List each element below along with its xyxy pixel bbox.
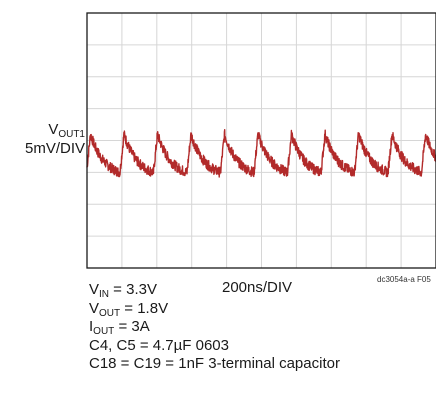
condition-subscript: IN <box>99 289 110 300</box>
condition-subscript: OUT <box>99 307 121 319</box>
condition-line: IOUT = 3A <box>89 318 150 341</box>
condition-line: VOUT = 1.8V <box>89 300 168 323</box>
condition-line: C4, C5 = 4.7µF 0603 <box>89 337 229 355</box>
condition-main: V <box>89 281 100 298</box>
figure-id: dc3054a-a F05 <box>377 275 431 284</box>
condition-main: V <box>89 299 100 317</box>
condition-main: I <box>89 318 94 335</box>
condition-value: = 3.3V <box>109 281 157 298</box>
condition-line: VIN = 3.3V <box>89 281 157 304</box>
x-axis-label: 200ns/DIV <box>222 279 293 296</box>
y-axis-scale: 5mV/DIV <box>24 140 85 157</box>
condition-main: C18 = C19 = 1nF 3-terminal capacitor <box>89 355 340 372</box>
trace-group <box>86 129 436 178</box>
condition-value: = 3A <box>114 318 150 335</box>
condition-main: C4, C5 = 4.7µF 0603 <box>89 336 229 354</box>
condition-value: = 1.8V <box>120 299 169 317</box>
condition-line: C18 = C19 = 1nF 3-terminal capacitor <box>89 355 340 373</box>
y-axis-label: VOUT1 <box>48 121 85 140</box>
vout1-ripple-trace <box>86 129 436 178</box>
condition-subscript: OUT <box>93 326 115 337</box>
plot-frame <box>86 12 436 269</box>
